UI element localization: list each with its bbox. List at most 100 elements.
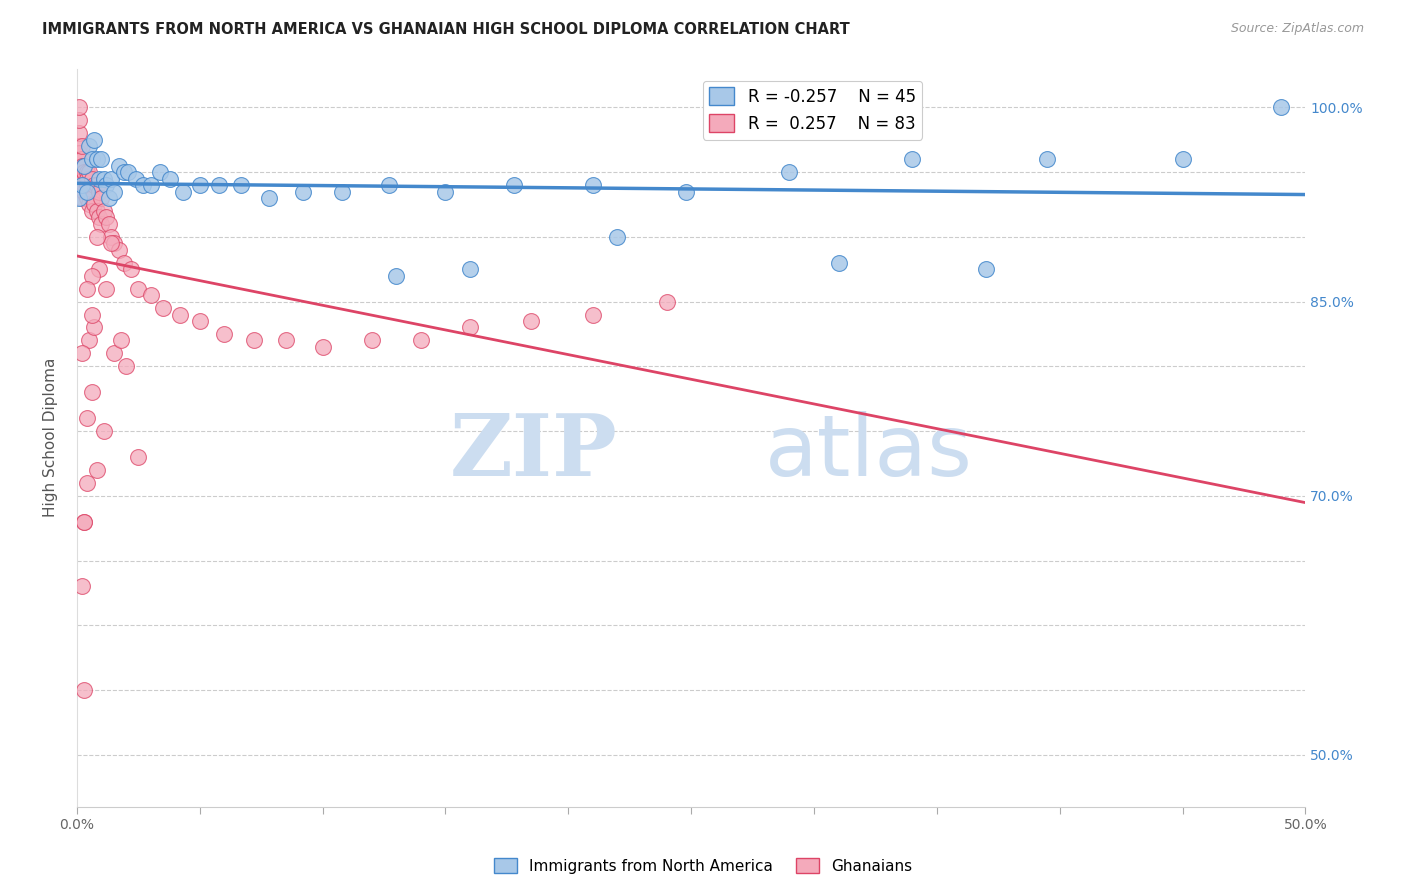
Point bbox=[139, 288, 162, 302]
Point bbox=[152, 301, 174, 315]
Point bbox=[385, 268, 408, 283]
Point bbox=[77, 165, 100, 179]
Point bbox=[231, 178, 253, 192]
Point bbox=[67, 113, 90, 128]
Point bbox=[100, 171, 122, 186]
Point bbox=[274, 334, 297, 348]
Point bbox=[87, 262, 110, 277]
Point bbox=[582, 178, 605, 192]
Point bbox=[83, 320, 105, 334]
Point bbox=[76, 185, 98, 199]
Text: atlas: atlas bbox=[765, 411, 973, 494]
Point bbox=[103, 185, 125, 199]
Point bbox=[1171, 152, 1194, 166]
Point bbox=[139, 178, 162, 192]
Point bbox=[93, 171, 115, 186]
Point bbox=[188, 314, 211, 328]
Point bbox=[655, 294, 678, 309]
Point bbox=[83, 133, 105, 147]
Point bbox=[67, 191, 90, 205]
Point bbox=[159, 171, 181, 186]
Point bbox=[458, 320, 481, 334]
Point bbox=[107, 243, 129, 257]
Point bbox=[120, 262, 142, 277]
Point bbox=[73, 159, 96, 173]
Point bbox=[93, 424, 115, 438]
Point bbox=[458, 262, 481, 277]
Point bbox=[83, 197, 105, 211]
Point bbox=[87, 185, 110, 199]
Point bbox=[70, 178, 93, 192]
Point bbox=[70, 191, 93, 205]
Point bbox=[112, 165, 135, 179]
Point bbox=[974, 262, 997, 277]
Point bbox=[520, 314, 543, 328]
Text: Source: ZipAtlas.com: Source: ZipAtlas.com bbox=[1230, 22, 1364, 36]
Text: IMMIGRANTS FROM NORTH AMERICA VS GHANAIAN HIGH SCHOOL DIPLOMA CORRELATION CHART: IMMIGRANTS FROM NORTH AMERICA VS GHANAIA… bbox=[42, 22, 851, 37]
Point bbox=[73, 683, 96, 698]
Point bbox=[73, 515, 96, 529]
Point bbox=[86, 463, 108, 477]
Point bbox=[827, 256, 849, 270]
Point bbox=[70, 139, 93, 153]
Point bbox=[582, 308, 605, 322]
Point bbox=[100, 236, 122, 251]
Point bbox=[172, 185, 194, 199]
Point bbox=[107, 159, 129, 173]
Point bbox=[409, 334, 432, 348]
Point bbox=[86, 152, 108, 166]
Point bbox=[127, 450, 149, 464]
Point bbox=[70, 165, 93, 179]
Point bbox=[73, 178, 96, 192]
Point bbox=[93, 203, 115, 218]
Point bbox=[80, 152, 103, 166]
Point bbox=[97, 217, 120, 231]
Point bbox=[90, 217, 112, 231]
Point bbox=[77, 139, 100, 153]
Point bbox=[77, 185, 100, 199]
Point bbox=[70, 152, 93, 166]
Point bbox=[214, 326, 236, 341]
Point bbox=[76, 475, 98, 490]
Point bbox=[80, 171, 103, 186]
Point bbox=[67, 126, 90, 140]
Point bbox=[96, 178, 118, 192]
Point bbox=[606, 230, 628, 244]
Point bbox=[73, 171, 96, 186]
Legend: R = -0.257    N = 45, R =  0.257    N = 83: R = -0.257 N = 45, R = 0.257 N = 83 bbox=[703, 80, 922, 139]
Point bbox=[100, 230, 122, 244]
Point bbox=[242, 334, 264, 348]
Point bbox=[103, 236, 125, 251]
Point bbox=[67, 165, 90, 179]
Point bbox=[90, 152, 112, 166]
Point bbox=[73, 159, 96, 173]
Point bbox=[80, 308, 103, 322]
Text: ZIP: ZIP bbox=[450, 410, 617, 494]
Point bbox=[86, 230, 108, 244]
Point bbox=[90, 191, 112, 205]
Point bbox=[87, 211, 110, 225]
Point bbox=[257, 191, 280, 205]
Point bbox=[80, 191, 103, 205]
Point bbox=[76, 178, 98, 192]
Point bbox=[503, 178, 526, 192]
Point bbox=[77, 197, 100, 211]
Point bbox=[1270, 100, 1292, 114]
Point bbox=[378, 178, 401, 192]
Point bbox=[80, 268, 103, 283]
Point bbox=[1036, 152, 1059, 166]
Point bbox=[83, 178, 105, 192]
Point bbox=[96, 282, 118, 296]
Point bbox=[70, 171, 93, 186]
Point bbox=[76, 171, 98, 186]
Legend: Immigrants from North America, Ghanaians: Immigrants from North America, Ghanaians bbox=[488, 852, 918, 880]
Point bbox=[76, 191, 98, 205]
Point bbox=[67, 100, 90, 114]
Point bbox=[127, 282, 149, 296]
Point bbox=[117, 165, 139, 179]
Point bbox=[67, 139, 90, 153]
Point bbox=[169, 308, 191, 322]
Point bbox=[103, 346, 125, 360]
Point bbox=[778, 165, 800, 179]
Point bbox=[67, 152, 90, 166]
